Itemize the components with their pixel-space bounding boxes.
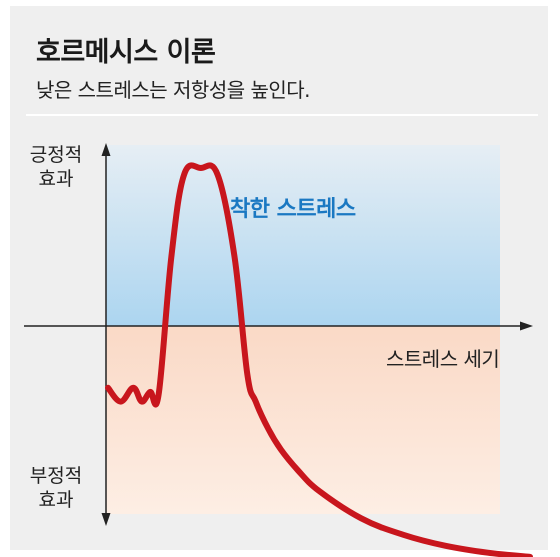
- x-axis-arrow: [520, 321, 533, 331]
- y-axis-arrow-down: [101, 513, 111, 526]
- good-stress-label: 착한 스트레스: [230, 197, 356, 222]
- y-label-negative-line1: 부정적: [29, 465, 83, 487]
- y-axis-arrow-up: [101, 143, 111, 156]
- y-label-positive-line1: 긍정적: [29, 144, 83, 166]
- chart-title: 호르메시스 이론: [36, 37, 216, 68]
- y-label-negative-line2: 효과: [38, 489, 74, 511]
- title-divider: [26, 114, 538, 116]
- negative-effect-zone: [106, 326, 500, 514]
- y-axis: [101, 143, 111, 526]
- y-label-negative: 부정적 효과: [26, 464, 86, 512]
- chart-subtitle: 낮은 스트레스는 저항성을 높인다.: [36, 78, 311, 102]
- x-axis: [24, 321, 533, 331]
- x-axis-label: 스트레스 세기: [386, 347, 500, 371]
- y-label-positive: 긍정적 효과: [26, 143, 86, 191]
- y-label-positive-line2: 효과: [38, 168, 74, 190]
- series-line: [105, 162, 533, 557]
